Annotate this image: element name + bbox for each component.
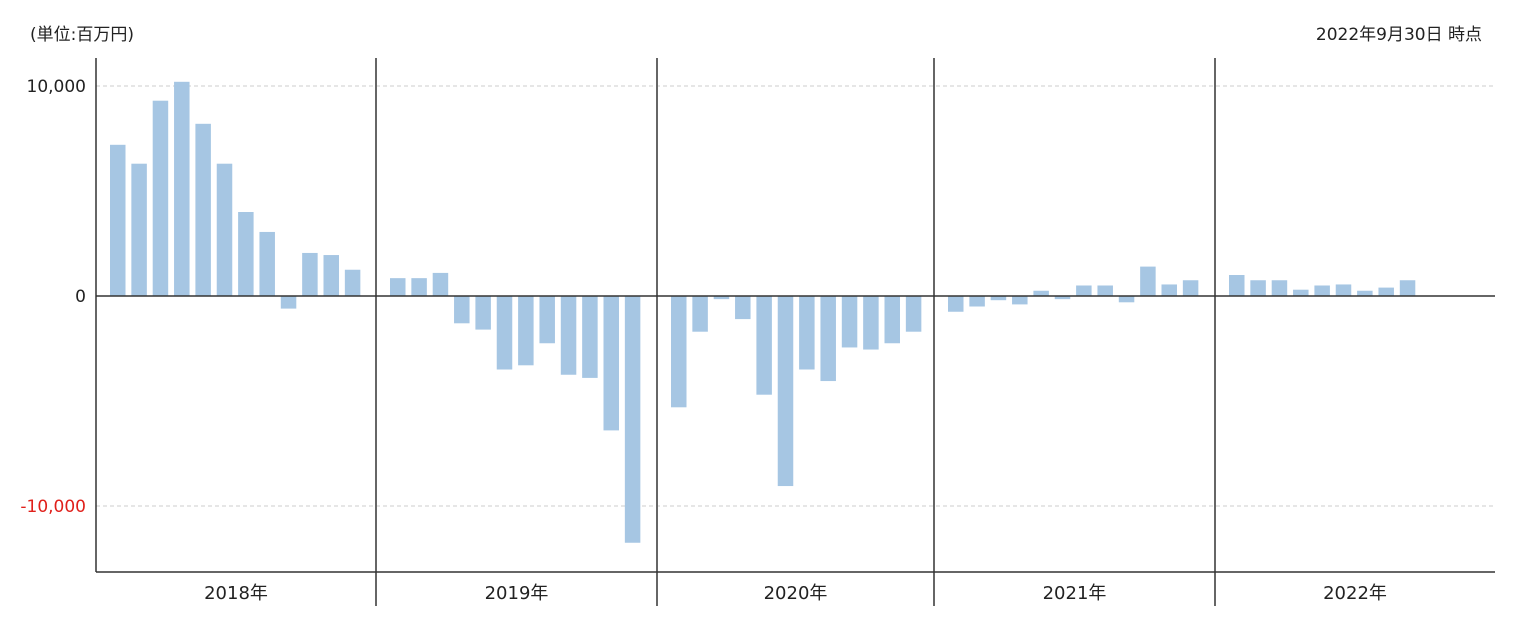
x-year-label: 2021年 <box>1043 583 1107 604</box>
bar <box>1250 280 1266 296</box>
y-tick-label: 10,000 <box>27 77 86 97</box>
bar <box>1399 280 1416 296</box>
bar <box>799 296 815 370</box>
bar <box>195 123 211 296</box>
bar <box>671 296 687 408</box>
bar <box>820 296 836 382</box>
bar <box>1357 290 1373 296</box>
bar <box>1097 285 1113 296</box>
bar <box>969 296 985 307</box>
bar <box>603 296 619 431</box>
bar <box>539 296 555 344</box>
as-of-date-label: 2022年9月30日 時点 <box>1315 25 1482 45</box>
bar <box>1118 296 1135 303</box>
bar <box>454 296 470 324</box>
bar <box>390 278 406 296</box>
unit-label: (単位:百万円) <box>30 25 134 45</box>
bar <box>174 81 190 296</box>
y-tick-label: -10,000 <box>20 497 86 517</box>
bar <box>110 144 126 296</box>
y-tick-label: 0 <box>75 287 86 307</box>
x-year-label: 2019年 <box>485 583 549 604</box>
bar <box>131 163 147 296</box>
bar <box>948 296 964 312</box>
bar <box>713 296 730 300</box>
bar <box>1314 285 1330 296</box>
bar <box>735 296 751 320</box>
bar <box>1229 275 1245 296</box>
bar <box>1378 287 1394 296</box>
bar <box>344 269 361 296</box>
bar <box>863 296 879 350</box>
bar <box>280 296 297 309</box>
bar <box>1012 296 1028 305</box>
bar <box>216 163 233 296</box>
bar <box>238 212 254 296</box>
bar <box>1271 280 1288 296</box>
bar <box>841 296 858 348</box>
bar <box>152 100 169 296</box>
bar <box>518 296 534 366</box>
bar <box>323 255 339 296</box>
bar <box>475 296 491 330</box>
bar <box>1293 289 1309 296</box>
bar <box>1335 284 1352 296</box>
bar <box>411 278 427 296</box>
x-year-label: 2020年 <box>764 583 828 604</box>
bar <box>1182 280 1199 296</box>
bar <box>1076 285 1092 296</box>
bar <box>560 296 577 375</box>
x-year-label: 2018年 <box>204 583 268 604</box>
bar <box>582 296 598 378</box>
bar <box>432 272 449 296</box>
x-year-label: 2022年 <box>1323 583 1387 604</box>
bar <box>1140 266 1156 296</box>
bar <box>624 296 641 543</box>
bar <box>1161 284 1177 296</box>
bar <box>1033 290 1049 296</box>
bar <box>756 296 772 395</box>
bar <box>259 231 275 296</box>
bar <box>302 252 318 296</box>
bar <box>496 296 513 370</box>
bar <box>692 296 708 332</box>
bar <box>905 296 922 332</box>
bar <box>884 296 900 344</box>
bar <box>990 296 1007 301</box>
bar <box>1054 296 1071 300</box>
bar <box>777 296 794 487</box>
